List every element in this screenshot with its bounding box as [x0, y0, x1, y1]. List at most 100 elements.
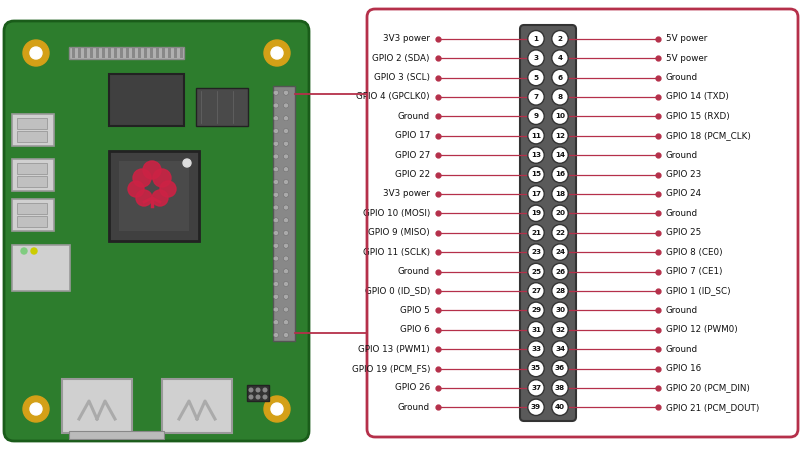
Circle shape — [274, 103, 278, 108]
Text: GPIO 5: GPIO 5 — [400, 306, 430, 315]
Circle shape — [274, 230, 278, 235]
FancyBboxPatch shape — [162, 379, 232, 433]
Text: 3V3 power: 3V3 power — [383, 190, 430, 198]
Text: 5: 5 — [534, 74, 538, 80]
Circle shape — [283, 230, 289, 235]
Circle shape — [528, 108, 544, 124]
Text: Ground: Ground — [666, 306, 698, 315]
Circle shape — [263, 395, 267, 399]
Text: 14: 14 — [555, 152, 565, 158]
Circle shape — [283, 179, 289, 185]
Circle shape — [283, 307, 289, 312]
Circle shape — [528, 128, 544, 144]
Circle shape — [552, 360, 568, 377]
Text: 32: 32 — [555, 327, 565, 333]
Circle shape — [552, 224, 568, 241]
Circle shape — [160, 181, 176, 197]
Circle shape — [283, 205, 289, 210]
Circle shape — [250, 388, 253, 392]
Text: 30: 30 — [555, 307, 565, 313]
Text: 28: 28 — [555, 288, 565, 294]
Circle shape — [264, 40, 290, 66]
Circle shape — [283, 281, 289, 286]
Circle shape — [552, 399, 568, 415]
Circle shape — [283, 129, 289, 134]
Text: Ground: Ground — [398, 112, 430, 121]
Circle shape — [21, 248, 27, 254]
Text: GPIO 17: GPIO 17 — [394, 131, 430, 140]
FancyBboxPatch shape — [156, 48, 159, 58]
FancyBboxPatch shape — [12, 199, 54, 231]
Circle shape — [528, 302, 544, 319]
FancyBboxPatch shape — [17, 118, 47, 129]
FancyBboxPatch shape — [247, 385, 269, 401]
Circle shape — [264, 396, 290, 422]
FancyBboxPatch shape — [84, 48, 87, 58]
Circle shape — [23, 396, 49, 422]
FancyBboxPatch shape — [96, 48, 99, 58]
Circle shape — [283, 154, 289, 159]
FancyBboxPatch shape — [109, 74, 184, 126]
Circle shape — [263, 388, 267, 392]
Circle shape — [256, 395, 260, 399]
FancyBboxPatch shape — [367, 9, 798, 437]
Text: 33: 33 — [531, 346, 541, 352]
Circle shape — [274, 281, 278, 286]
Circle shape — [528, 380, 544, 396]
Circle shape — [528, 399, 544, 415]
Text: 34: 34 — [555, 346, 565, 352]
FancyBboxPatch shape — [180, 48, 183, 58]
Circle shape — [552, 186, 568, 202]
Text: GPIO 2 (SDA): GPIO 2 (SDA) — [373, 54, 430, 62]
Circle shape — [274, 179, 278, 185]
Circle shape — [283, 192, 289, 197]
Circle shape — [283, 243, 289, 248]
Circle shape — [23, 40, 49, 66]
Text: Ground: Ground — [666, 151, 698, 160]
Circle shape — [528, 244, 544, 260]
Circle shape — [183, 159, 191, 167]
Text: 10: 10 — [555, 113, 565, 119]
FancyBboxPatch shape — [144, 48, 147, 58]
Circle shape — [274, 243, 278, 248]
Circle shape — [528, 50, 544, 66]
Circle shape — [552, 30, 568, 47]
Circle shape — [552, 263, 568, 280]
FancyBboxPatch shape — [17, 131, 47, 142]
Circle shape — [274, 154, 278, 159]
Circle shape — [283, 103, 289, 108]
Circle shape — [271, 403, 283, 415]
Text: GPIO 8 (CE0): GPIO 8 (CE0) — [666, 247, 722, 257]
Text: GPIO 23: GPIO 23 — [666, 170, 702, 179]
Text: 39: 39 — [531, 404, 541, 410]
Circle shape — [552, 69, 568, 86]
Text: 38: 38 — [555, 385, 565, 391]
Text: GPIO 0 (ID_SD): GPIO 0 (ID_SD) — [365, 286, 430, 296]
Circle shape — [528, 30, 544, 47]
Text: Ground: Ground — [398, 403, 430, 412]
Text: GPIO 24: GPIO 24 — [666, 190, 701, 198]
Circle shape — [274, 205, 278, 210]
Circle shape — [552, 147, 568, 163]
Circle shape — [528, 166, 544, 183]
FancyBboxPatch shape — [78, 48, 81, 58]
Text: Ground: Ground — [666, 73, 698, 82]
Text: GPIO 10 (MOSI): GPIO 10 (MOSI) — [362, 209, 430, 218]
Circle shape — [528, 205, 544, 222]
Circle shape — [552, 321, 568, 338]
Text: GPIO 20 (PCM_DIN): GPIO 20 (PCM_DIN) — [666, 383, 750, 392]
FancyBboxPatch shape — [126, 48, 129, 58]
Text: 4: 4 — [558, 55, 562, 61]
Text: GPIO 18 (PCM_CLK): GPIO 18 (PCM_CLK) — [666, 131, 751, 140]
Circle shape — [283, 218, 289, 223]
FancyBboxPatch shape — [62, 379, 132, 433]
FancyBboxPatch shape — [162, 48, 165, 58]
Text: 23: 23 — [531, 249, 541, 255]
Circle shape — [528, 147, 544, 163]
Circle shape — [274, 90, 278, 95]
Text: GPIO 14 (TXD): GPIO 14 (TXD) — [666, 92, 729, 101]
FancyBboxPatch shape — [174, 48, 177, 58]
Text: 6: 6 — [558, 74, 562, 80]
Text: 9: 9 — [534, 113, 538, 119]
Circle shape — [153, 169, 171, 187]
